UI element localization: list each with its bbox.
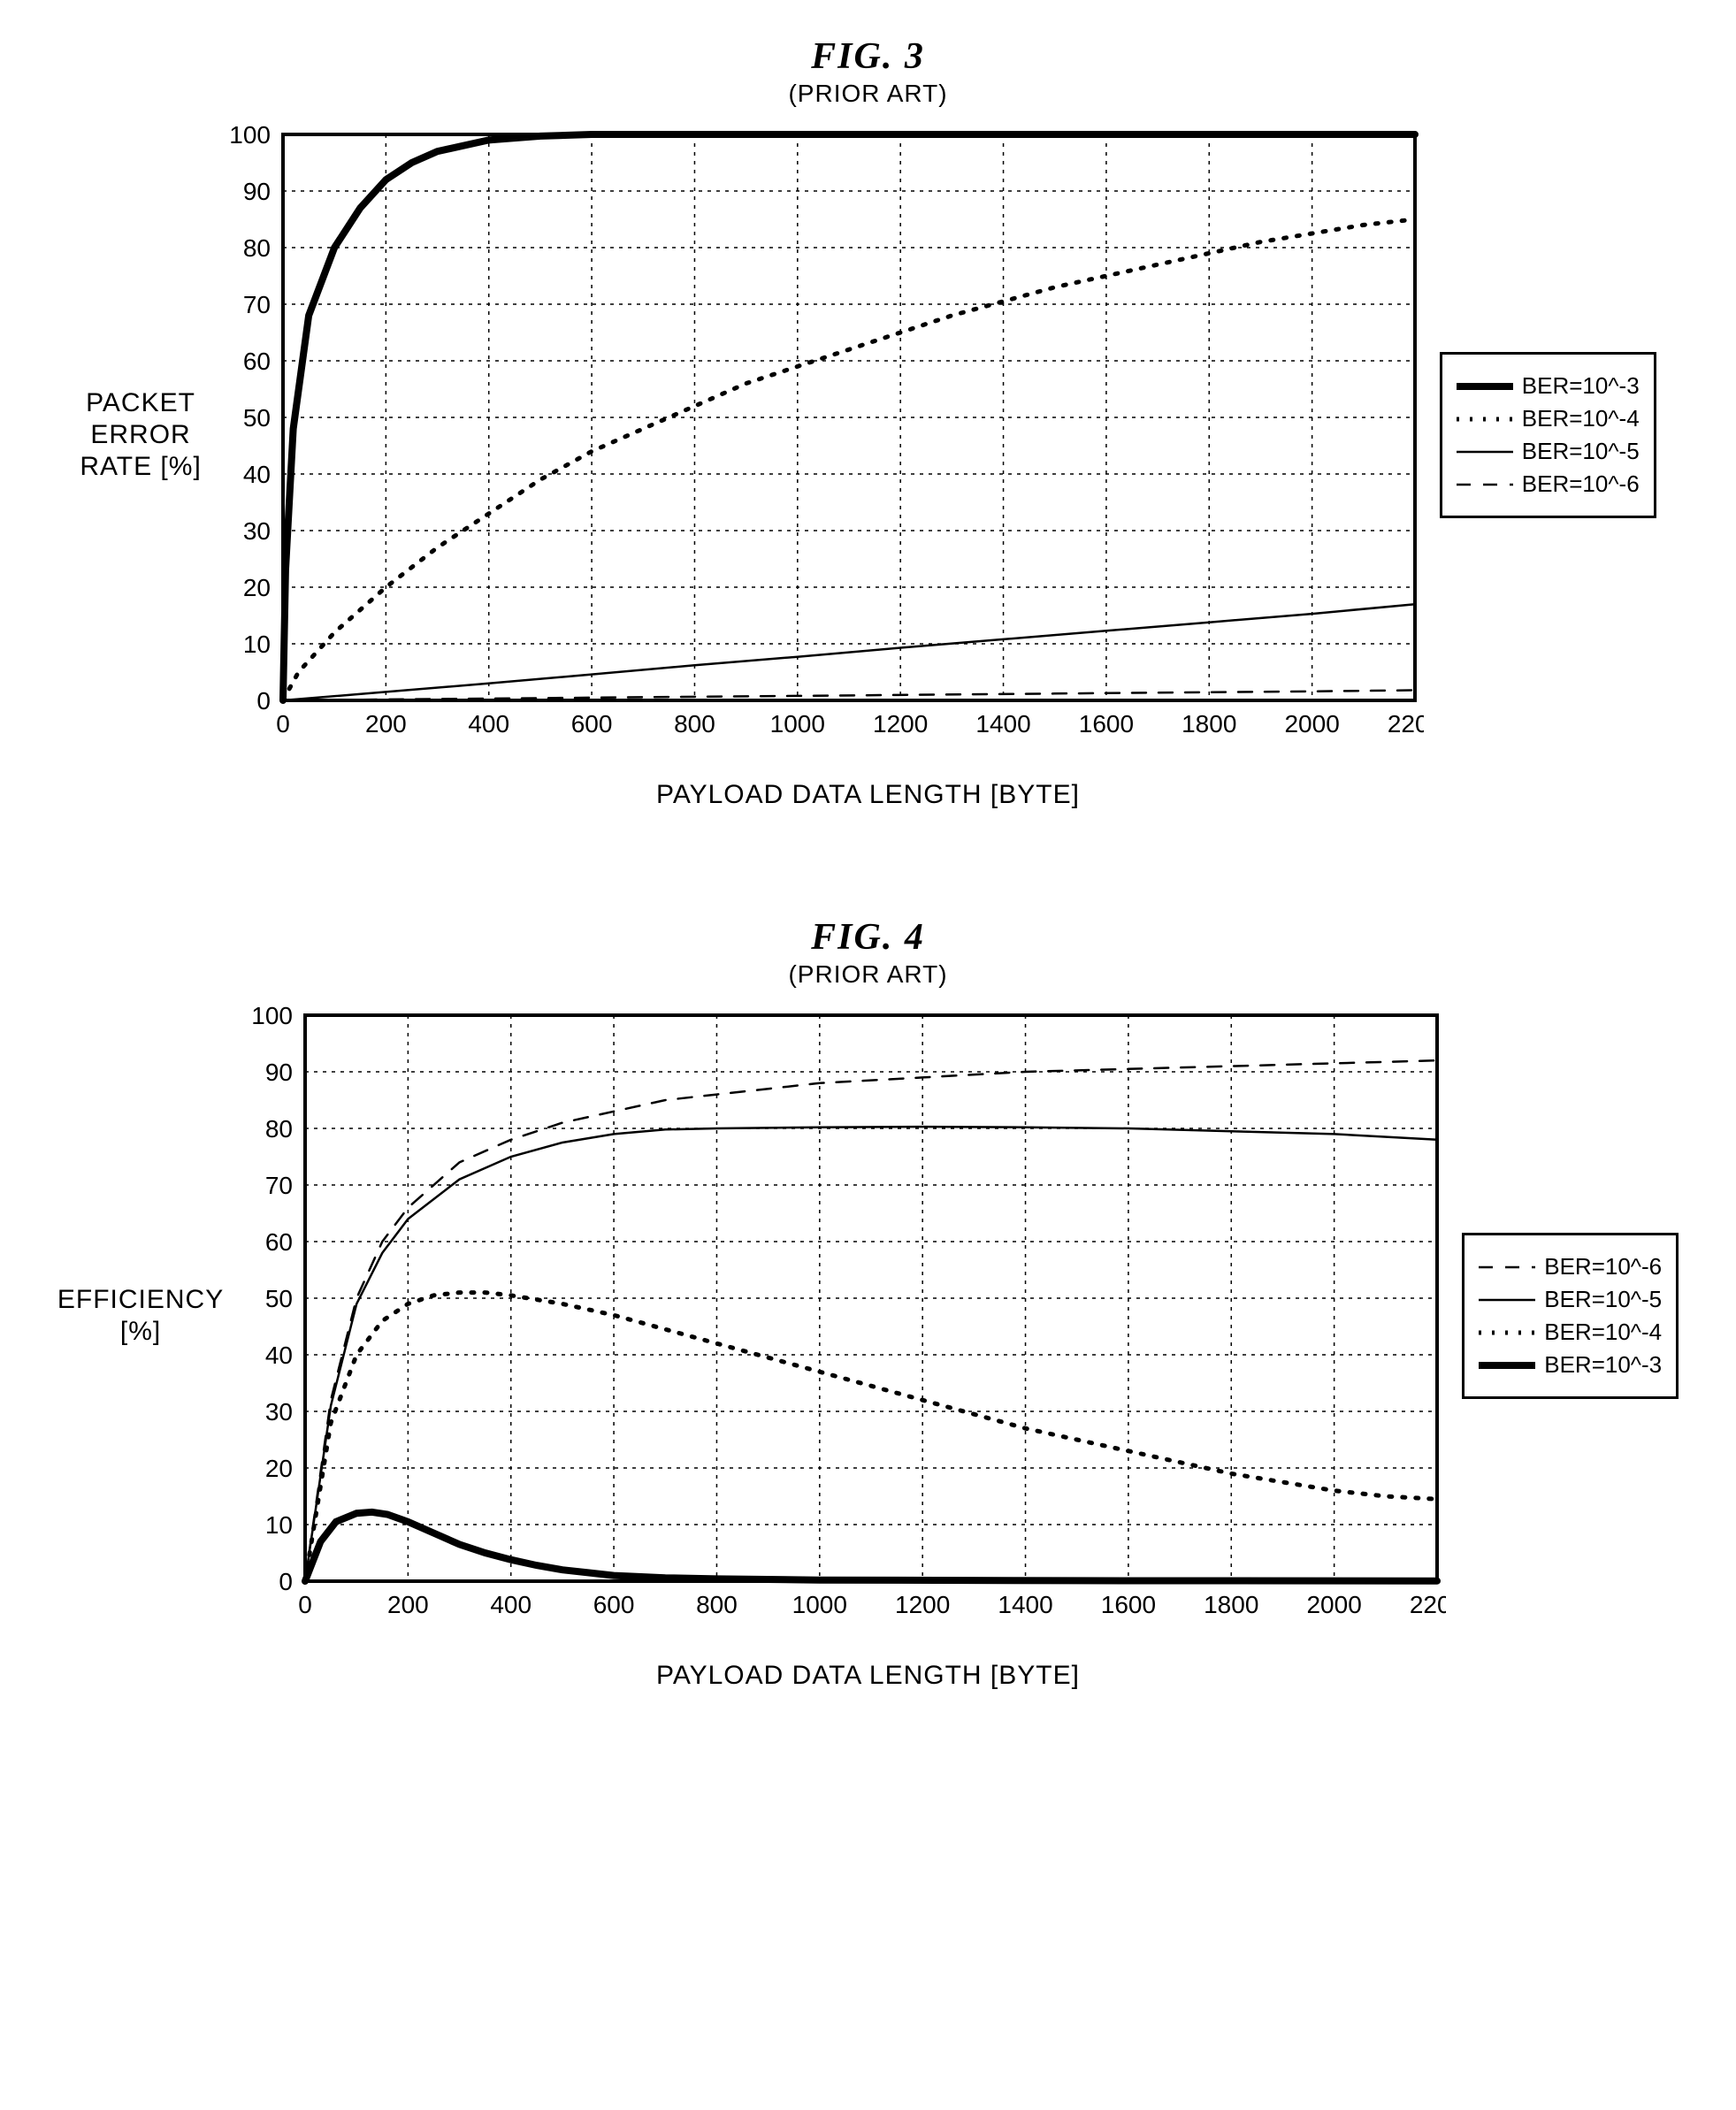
svg-text:70: 70 (265, 1172, 293, 1199)
svg-text:1800: 1800 (1204, 1591, 1258, 1618)
legend-label: BER=10^-3 (1544, 1351, 1662, 1379)
svg-text:1200: 1200 (895, 1591, 950, 1618)
legend-label: BER=10^-5 (1522, 438, 1640, 465)
legend-label: BER=10^-4 (1544, 1319, 1662, 1346)
svg-text:60: 60 (243, 348, 271, 375)
legend-item: BER=10^-6 (1457, 470, 1640, 498)
legend: BER=10^-6 BER=10^-5 BER=10^-4 BER=10^-3 (1462, 1233, 1679, 1399)
svg-text:1600: 1600 (1079, 710, 1134, 738)
legend-item: BER=10^-3 (1479, 1351, 1662, 1379)
legend-swatch (1457, 441, 1513, 463)
svg-text:10: 10 (243, 631, 271, 658)
legend-item: BER=10^-3 (1457, 372, 1640, 400)
legend-item: BER=10^-5 (1457, 438, 1640, 465)
svg-text:100: 100 (229, 126, 271, 149)
svg-text:0: 0 (276, 710, 290, 738)
x-axis-label: PAYLOAD DATA LENGTH [BYTE] (27, 1661, 1709, 1691)
legend-label: BER=10^-5 (1544, 1286, 1662, 1313)
svg-text:70: 70 (243, 291, 271, 318)
svg-text:800: 800 (696, 1591, 738, 1618)
svg-text:2200: 2200 (1388, 710, 1424, 738)
legend-item: BER=10^-4 (1479, 1319, 1662, 1346)
svg-text:30: 30 (243, 517, 271, 545)
svg-text:20: 20 (243, 574, 271, 601)
legend-label: BER=10^-6 (1522, 470, 1640, 498)
svg-text:0: 0 (298, 1591, 312, 1618)
figure-title: FIG. 3 (27, 35, 1709, 78)
legend-swatch (1457, 474, 1513, 495)
svg-text:1000: 1000 (792, 1591, 847, 1618)
svg-text:800: 800 (674, 710, 715, 738)
figure-subtitle: (PRIOR ART) (27, 960, 1709, 989)
svg-text:0: 0 (256, 687, 271, 715)
figure-3: FIG. 3 (PRIOR ART) PACKET ERROR RATE [%]… (27, 35, 1709, 810)
svg-text:50: 50 (243, 404, 271, 432)
x-axis-label: PAYLOAD DATA LENGTH [BYTE] (27, 780, 1709, 810)
svg-text:200: 200 (365, 710, 407, 738)
figure-4: FIG. 4 (PRIOR ART) EFFICIENCY [%] 020040… (27, 916, 1709, 1691)
svg-text:600: 600 (571, 710, 613, 738)
y-axis-label: PACKET ERROR RATE [%] (80, 387, 201, 483)
legend-label: BER=10^-4 (1522, 405, 1640, 432)
legend-swatch (1479, 1322, 1535, 1343)
svg-text:100: 100 (252, 1006, 294, 1029)
figure-title: FIG. 4 (27, 916, 1709, 959)
legend-label: BER=10^-6 (1544, 1253, 1662, 1281)
legend-item: BER=10^-5 (1479, 1286, 1662, 1313)
legend-label: BER=10^-3 (1522, 372, 1640, 400)
svg-text:400: 400 (491, 1591, 532, 1618)
svg-text:40: 40 (243, 461, 271, 488)
legend-item: BER=10^-6 (1479, 1253, 1662, 1281)
svg-text:1000: 1000 (769, 710, 824, 738)
svg-text:10: 10 (265, 1511, 293, 1539)
svg-text:80: 80 (265, 1115, 293, 1143)
legend-swatch (1457, 376, 1513, 397)
legend-swatch (1457, 409, 1513, 430)
svg-text:2000: 2000 (1284, 710, 1339, 738)
svg-text:1600: 1600 (1101, 1591, 1156, 1618)
svg-text:90: 90 (265, 1059, 293, 1086)
svg-text:1400: 1400 (975, 710, 1030, 738)
svg-text:40: 40 (265, 1342, 293, 1369)
figure-subtitle: (PRIOR ART) (27, 80, 1709, 108)
svg-text:200: 200 (387, 1591, 429, 1618)
svg-text:80: 80 (243, 234, 271, 262)
svg-text:1400: 1400 (998, 1591, 1053, 1618)
svg-text:0: 0 (279, 1568, 294, 1595)
y-axis-label: EFFICIENCY [%] (57, 1284, 224, 1348)
svg-text:1800: 1800 (1182, 710, 1236, 738)
svg-text:90: 90 (243, 178, 271, 205)
svg-text:20: 20 (265, 1455, 293, 1482)
svg-text:400: 400 (468, 710, 509, 738)
svg-text:600: 600 (593, 1591, 635, 1618)
legend-item: BER=10^-4 (1457, 405, 1640, 432)
svg-text:30: 30 (265, 1398, 293, 1426)
legend-swatch (1479, 1257, 1535, 1278)
svg-text:1200: 1200 (873, 710, 928, 738)
svg-text:60: 60 (265, 1228, 293, 1256)
chart-plot: 0200400600800100012001400160018002000220… (212, 126, 1424, 745)
svg-text:2000: 2000 (1307, 1591, 1362, 1618)
legend-swatch (1479, 1355, 1535, 1376)
chart-plot: 0200400600800100012001400160018002000220… (234, 1006, 1446, 1625)
legend-swatch (1479, 1289, 1535, 1311)
legend: BER=10^-3 BER=10^-4 BER=10^-5 BER=10^-6 (1440, 352, 1656, 518)
svg-text:50: 50 (265, 1285, 293, 1312)
svg-text:2200: 2200 (1410, 1591, 1446, 1618)
